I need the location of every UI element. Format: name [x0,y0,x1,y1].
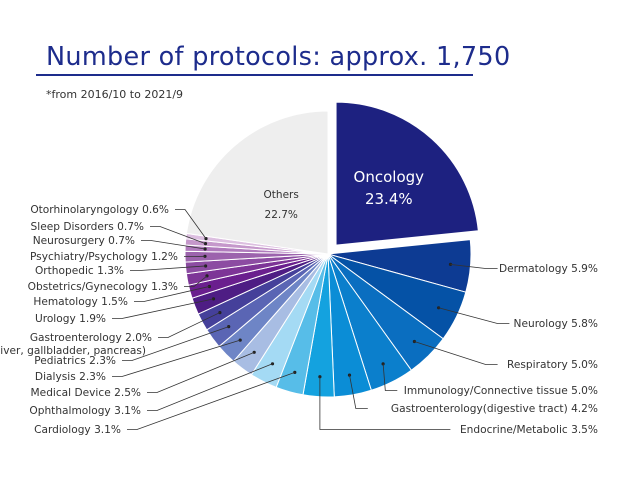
leader-line-neurology [438,307,510,324]
label-others: Others [264,189,299,201]
label-neurology: Neurology 5.8% [514,318,598,330]
leader-line-otorhinolaryngology [175,209,207,239]
leader-line-orthopedic [130,265,206,271]
leader-dot-immunology-connective-tissue [381,362,385,366]
leader-line-dermatology [450,264,498,269]
leader-line-urology [112,298,214,319]
sublabel-gastroenterology-liver-gallbladder-pancreas: (liver, gallbladder, pancreas) [0,345,146,357]
label-hematology: Hematology 1.5% [33,296,128,308]
leader-line-endocrine-metabolic [319,376,451,430]
leader-line-hematology [134,286,210,302]
value-others: 22.7% [265,209,298,221]
leader-line-medical-device [147,351,255,393]
label-dialysis: Dialysis 2.3% [35,371,106,383]
label-sleep-disorders: Sleep Disorders 0.7% [31,221,144,233]
leader-dot-medical-device [252,350,256,354]
leader-dot-respiratory [412,339,416,344]
label-obstetrics-gynecology: Obstetrics/Gynecology 1.3% [28,281,178,293]
label-orthopedic: Orthopedic 1.3% [35,265,124,277]
label-immunology-connective-tissue: Immunology/Connective tissue 5.0% [404,385,598,397]
title-underline [36,74,473,76]
label-endocrine-metabolic: Endocrine/Metabolic 3.5% [460,424,598,436]
leader-line-gastroenterology-liver-gallbladder-pancreas [158,312,221,338]
label-gastroenterology-liver-gallbladder-pancreas: Gastroenterology 2.0% [30,332,152,344]
leader-line-gastroenterology-digestive-tract [349,375,368,409]
label-psychiatry-psychology: Psychiatry/Psychology 1.2% [30,251,178,263]
chart-subtitle: *from 2016/10 to 2021/9 [46,88,184,101]
label-ophthalmology: Ophthalmology 3.1% [29,405,141,417]
leader-dot-endocrine-metabolic [318,375,322,379]
label-neurosurgery: Neurosurgery 0.7% [33,235,135,247]
slice-others [185,110,329,255]
leader-line-cardiology [127,372,295,430]
chart-title: Number of protocols: approx. 1,750 [46,42,511,72]
leader-line-neurosurgery [141,240,206,250]
slice-oncology [335,101,479,246]
label-otorhinolaryngology: Otorhinolaryngology 0.6% [30,204,169,216]
leader-dot-dermatology [448,262,453,266]
leader-line-sleep-disorders [150,226,206,244]
label-respiratory: Respiratory 5.0% [507,359,598,371]
label-cardiology: Cardiology 3.1% [34,424,121,436]
value-oncology: 23.4% [365,190,413,208]
leader-dot-gastroenterology-liver-gallbladder-pancreas [218,311,222,315]
label-medical-device: Medical Device 2.5% [31,387,141,399]
label-urology: Urology 1.9% [35,313,106,325]
leader-dot-hematology [207,284,211,289]
label-gastroenterology-digestive-tract: Gastroenterology(digestive tract) 4.2% [391,403,598,415]
leader-line-immunology-connective-tissue [382,363,398,391]
leader-line-pediatrics [122,326,229,361]
label-pediatrics: Pediatrics 2.3% [34,355,116,367]
leader-line-ophthalmology [147,363,273,411]
leader-dot-sleep-disorders [203,242,208,246]
label-oncology: Oncology [354,168,425,186]
leader-line-dialysis [112,339,241,377]
label-dermatology: Dermatology 5.9% [499,263,598,275]
leader-line-obstetrics-gynecology [184,275,208,287]
leader-dot-cardiology [293,370,297,374]
leader-line-respiratory [414,341,498,365]
